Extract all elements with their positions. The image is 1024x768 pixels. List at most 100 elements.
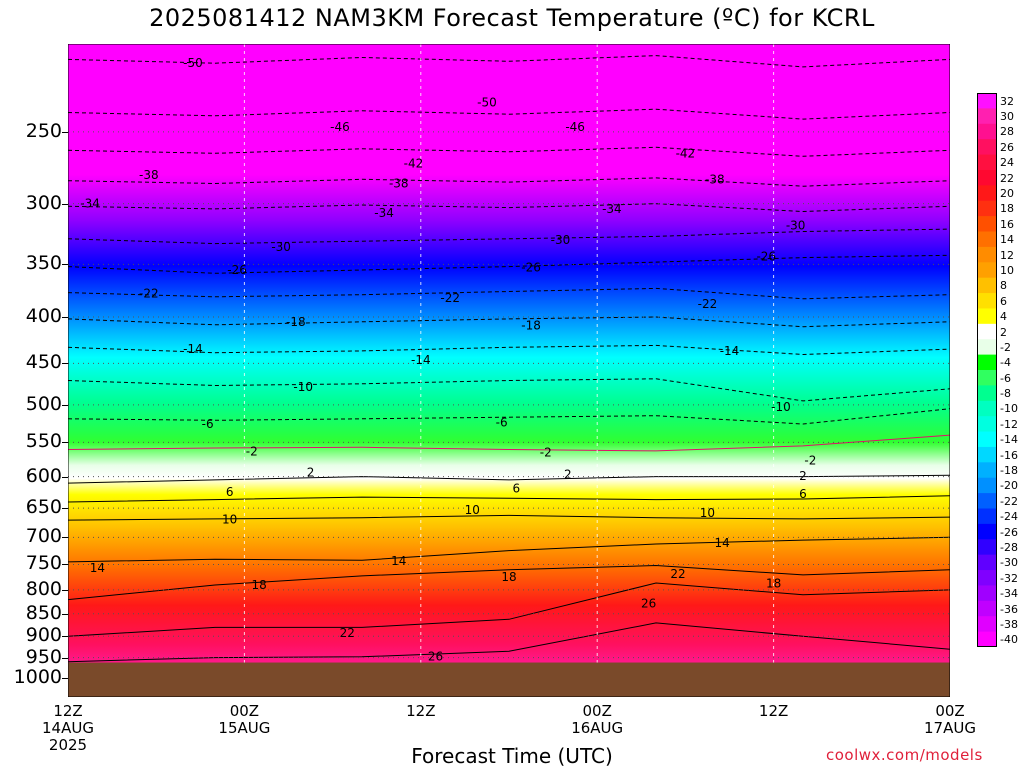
contour-label: 6 — [799, 487, 807, 501]
y-tick-label: 950 — [25, 645, 62, 668]
contour-label: -18 — [286, 315, 306, 329]
colorbar-label: -30 — [1000, 556, 1018, 570]
y-tick-mark — [62, 363, 68, 365]
colorbar-swatch — [977, 508, 997, 525]
colorbar-label: 10 — [1000, 263, 1014, 277]
colorbar-swatch — [977, 539, 997, 556]
contour-label: 26 — [428, 649, 443, 663]
colorbar-border — [977, 93, 997, 647]
x-tick-text: 17AUG — [924, 719, 976, 737]
colorbar-label: 14 — [1000, 233, 1014, 247]
colorbar-label: 26 — [1000, 140, 1014, 154]
y-tick-mark — [62, 442, 68, 444]
contour-label: -30 — [271, 240, 291, 254]
y-tick-label: 900 — [25, 624, 62, 647]
y-tick-label: 250 — [25, 119, 62, 142]
colorbar-label: 2 — [1000, 325, 1007, 339]
isotherm-22 — [68, 582, 950, 637]
forecast-heatmap-plot: -50-50-46 -46-42-42-38-38 -38-34-34 -34-30-… — [68, 44, 950, 697]
contour-label: 2 — [307, 466, 315, 480]
colorbar-swatch — [977, 154, 997, 171]
colorbar-label: -40 — [1000, 633, 1018, 647]
y-tick-label: 750 — [25, 552, 62, 575]
colorbar-swatch — [977, 354, 997, 371]
contour-label: 2 — [564, 468, 572, 482]
colorbar-label: 8 — [1000, 279, 1007, 293]
contour-label: 22 — [340, 626, 355, 640]
colorbar-label: -6 — [1000, 371, 1011, 385]
contour-label: 18 — [766, 576, 781, 590]
contour-label: -22 — [139, 287, 159, 301]
y-tick-mark — [62, 404, 68, 406]
contour-label: 14 — [90, 561, 105, 575]
contour-label: 26 — [641, 596, 656, 610]
temperature-field — [68, 44, 950, 697]
x-tick-label: 00Z 17AUG — [910, 703, 990, 737]
x-tick-text: 16AUG — [571, 719, 624, 737]
isotherm-10 — [68, 514, 950, 521]
y-tick-label: 400 — [25, 304, 62, 327]
colorbar-label: -36 — [1000, 602, 1018, 616]
x-tick-text: 12Z — [406, 702, 436, 720]
x-tick-label: 00Z 15AUG — [204, 703, 284, 737]
isotherm-minus-18 — [68, 316, 950, 328]
colorbar-swatch — [977, 523, 997, 540]
colorbar-swatch — [977, 200, 997, 217]
colorbar-swatch — [977, 493, 997, 509]
colorbar-swatch — [977, 339, 997, 356]
contour-label: -26 — [521, 261, 541, 275]
contour-label: -34 — [374, 206, 394, 220]
contour-label: 18 — [501, 570, 516, 584]
isotherm-minus-22 — [68, 287, 950, 300]
contour-label: -26 — [756, 249, 776, 263]
colorbar-swatch — [977, 600, 997, 617]
contour-label: -22 — [440, 291, 460, 305]
colorbar-swatch — [977, 370, 997, 386]
y-tick-label: 450 — [25, 351, 62, 374]
x-tick-text: 00Z — [935, 702, 965, 720]
isotherm-6 — [68, 495, 950, 503]
colorbar-label: -32 — [1000, 571, 1018, 585]
y-tick-label: 550 — [25, 430, 62, 453]
y-tick-mark — [62, 636, 68, 638]
colorbar-label: -18 — [1000, 464, 1018, 478]
x-tick-label: 12Z — [381, 703, 461, 720]
ground-surface — [68, 662, 950, 697]
colorbar-label: -24 — [1000, 510, 1018, 524]
x-tick-text: 12Z — [758, 702, 789, 720]
x-axis-label: Forecast Time (UTC) — [411, 744, 613, 768]
x-tick-text: 2025 — [48, 736, 88, 754]
y-tick-mark — [62, 476, 68, 478]
contour-label: -6 — [496, 416, 508, 430]
colorbar-label: 30 — [1000, 110, 1014, 124]
contour-label: 6 — [513, 481, 521, 495]
y-tick-mark — [62, 564, 68, 566]
contour-label: -10 — [771, 400, 791, 414]
colorbar-label: -8 — [1000, 387, 1011, 401]
y-tick-mark — [62, 264, 68, 266]
contour-label: -42 — [404, 157, 424, 171]
contour-label: 14 — [715, 536, 730, 550]
isotherm-minus-6 — [68, 408, 950, 425]
colorbar-label: 16 — [1000, 217, 1014, 231]
contour-label: 18 — [251, 578, 266, 592]
colorbar-swatch — [977, 169, 997, 186]
y-tick-label: 500 — [25, 392, 62, 415]
y-tick-label: 700 — [25, 525, 62, 548]
colorbar-label: 18 — [1000, 202, 1014, 216]
colorbar-label: 6 — [1000, 294, 1007, 308]
isotherm-minus-38 — [68, 177, 950, 187]
colorbar-swatch — [977, 477, 997, 494]
y-tick-mark — [62, 316, 68, 318]
colorbar-swatch — [977, 185, 997, 202]
x-tick-label: 12Z — [734, 703, 814, 720]
colorbar-swatch — [977, 216, 997, 232]
contour-label: -46 — [565, 120, 585, 134]
y-tick-mark — [62, 537, 68, 539]
colorbar-swatch — [977, 308, 997, 325]
contour-label: -10 — [293, 380, 313, 394]
contour-label: -50 — [477, 95, 497, 109]
x-tick-text: 00Z — [582, 702, 612, 720]
contour-label: -34 — [80, 197, 100, 211]
contour-label: -14 — [720, 344, 740, 358]
